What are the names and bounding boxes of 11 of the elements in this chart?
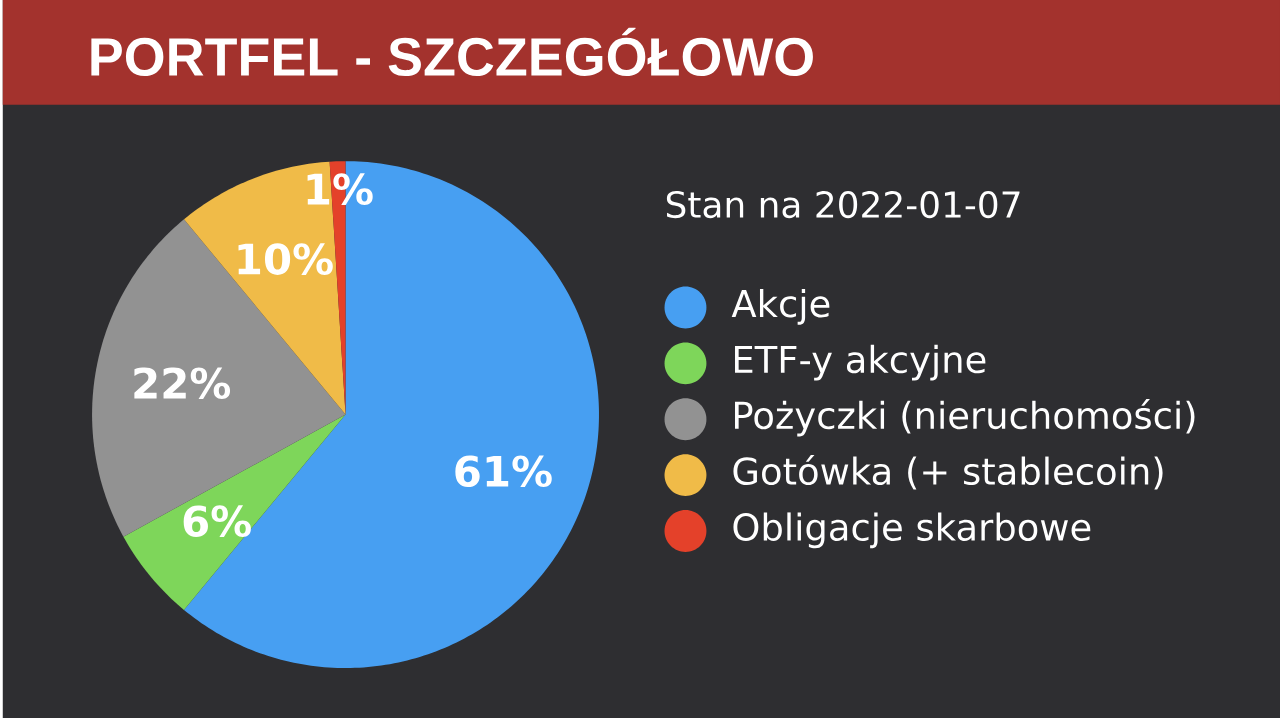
text: Stan na 2022-01-07 [666,190,1020,218]
data-label: 10% [238,242,333,275]
chart-title: PORTFEL - SZCZEGÓŁOWO [91,27,813,76]
data-label: 6% [183,505,251,537]
legend-label: Pożyczki (nieruchomości) [735,398,1195,437]
data-label: 22% [134,367,231,399]
data-label: 61% [455,455,552,487]
legend-label: Gotówka (+ stablecoin) [733,454,1163,490]
legend-label: ETF-y akcyjne [735,344,986,381]
legend-label: Akcje [731,288,830,325]
legend-label: Obligacje skarbowe [733,512,1091,548]
